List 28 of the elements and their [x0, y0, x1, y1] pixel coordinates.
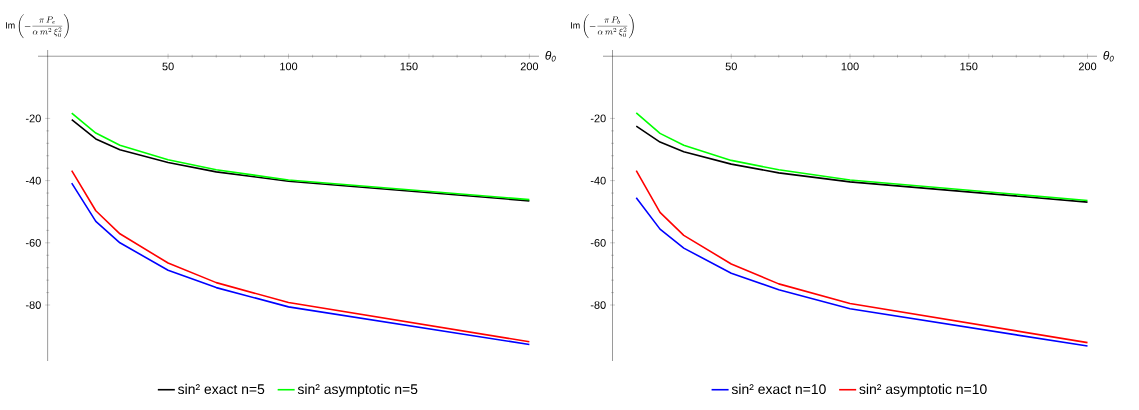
- y-axis-title: $\mathrm{Im}\left(-\frac{\pi\, P_b}{\alpha\, m^2\, \xi_0^2}\right)$: [571, 14, 634, 39]
- legend-label: sin² exact n=5: [178, 383, 265, 395]
- y-tick-label: -40: [590, 176, 606, 185]
- y-tick-label: -80: [25, 301, 41, 309]
- x-tick-label: 50: [725, 62, 737, 71]
- line-series: [635, 125, 1089, 203]
- y-axis-title: $\mathrm{Im}\left(-\frac{\pi\, P_e}{\alpha\, m^2\, \xi_0^2}\right)$: [6, 14, 69, 39]
- y-tick-label: -20: [590, 114, 606, 123]
- legend-label: sin² exact n=10: [731, 383, 826, 395]
- line-series: [635, 112, 1089, 202]
- x-tick-label: 100: [841, 62, 859, 71]
- line-series: [635, 169, 1089, 344]
- x-axis-title: θ$_{0}$: [545, 50, 556, 62]
- x-tick-label: 200: [520, 62, 539, 71]
- legend-label: sin² asymptotic n=5: [297, 383, 418, 397]
- x-tick-label: 100: [280, 62, 298, 71]
- line-series: [635, 196, 1089, 347]
- legend-label: sin² asymptotic n=10: [859, 383, 987, 397]
- y-tick-label: -40: [25, 176, 41, 185]
- x-tick-label: 50: [162, 62, 174, 71]
- y-tick-label: -20: [25, 114, 41, 123]
- x-axis-title: θ$_{0}$: [1103, 50, 1114, 62]
- x-tick-label: 150: [400, 62, 418, 71]
- y-tick-label: -60: [25, 238, 41, 247]
- y-tick-label: -80: [590, 301, 606, 309]
- x-tick-label: 150: [960, 62, 978, 71]
- y-tick-label: -60: [590, 238, 606, 247]
- x-tick-label: 200: [1078, 62, 1097, 71]
